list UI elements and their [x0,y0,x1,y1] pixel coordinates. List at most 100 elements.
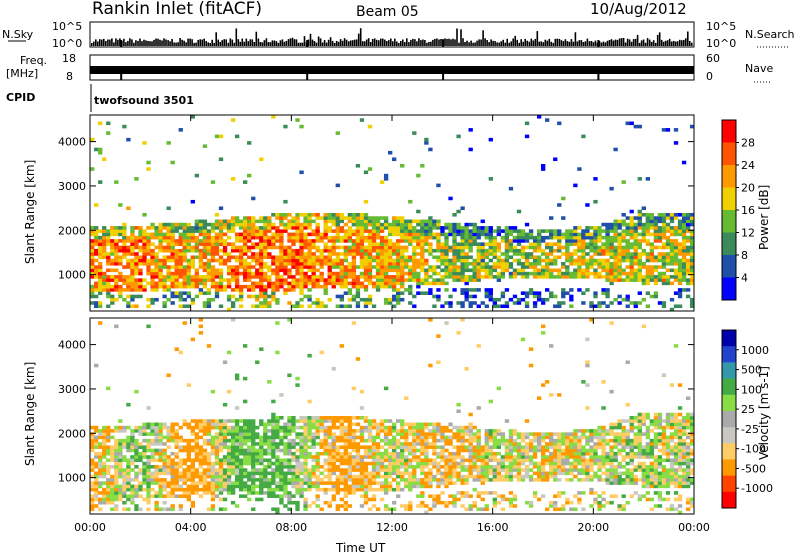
power-cell [436,242,441,246]
power-cell [468,301,473,305]
velocity-cell [404,435,409,440]
power-cell [613,219,618,224]
power-cell [605,222,610,227]
power-cell [456,271,461,276]
velocity-cell [404,484,409,489]
velocity-cell [283,429,288,433]
velocity-cell [106,445,111,449]
velocity-cell [98,321,103,325]
velocity-cell [327,432,332,436]
velocity-cell [146,448,151,453]
velocity-cell [218,497,224,502]
velocity-cell [130,461,135,466]
power-cell [186,262,191,266]
power-cell [408,226,413,230]
power-cell [565,265,570,269]
power-cell [557,275,562,279]
power-cell [186,248,191,253]
power-cell [315,304,320,309]
velocity-cell [118,474,123,479]
velocity-cell [218,461,224,466]
power-cell [355,288,361,292]
power-cell [291,235,296,240]
power-cell [178,255,183,260]
power-cell [311,229,316,233]
velocity-cell [267,448,272,453]
power-cell [605,242,610,246]
velocity-cell [319,465,324,469]
velocity-cell [218,448,224,453]
power-cell [536,294,542,299]
power-cell [645,271,651,276]
velocity-cell [311,445,316,449]
power-cell [472,301,477,305]
velocity-cell [283,425,288,430]
power-cell [408,232,413,237]
velocity-cell [424,465,429,469]
velocity-cell [319,481,324,485]
velocity-cell [182,438,187,443]
power-cell [653,268,659,273]
power-cell [428,252,433,256]
velocity-cell [166,425,171,430]
power-cell [452,262,457,266]
power-cell [444,301,449,305]
power-cell [396,252,401,256]
power-cell [218,242,224,246]
power-cell [287,258,292,263]
power-cell [259,255,264,260]
velocity-cell [174,478,179,482]
velocity-cell [263,471,268,476]
power-cell [283,288,288,292]
velocity-cell [255,458,260,463]
power-cell [621,235,626,240]
velocity-cell [182,474,187,479]
nsky-bar [111,38,113,46]
velocity-cell [355,455,361,459]
power-cell [545,271,550,276]
power-cell [448,271,453,276]
power-cell [202,304,208,309]
velocity-cell [404,422,409,427]
power-cell [392,268,397,273]
velocity-cell [162,458,167,463]
velocity-cell [206,491,212,495]
power-cell [114,226,119,230]
power-cell [118,226,123,230]
power-cell [363,297,369,302]
power-cell [303,281,308,286]
power-cell [323,219,328,224]
power-cell [379,255,385,260]
velocity-cell [186,383,191,387]
power-cell [404,265,409,269]
velocity-cell [170,494,175,498]
power-cell [452,229,457,233]
velocity-cell [311,422,316,427]
velocity-cell [94,487,99,492]
velocity-cell [90,442,95,446]
power-cell [661,235,667,240]
power-cell [500,265,506,269]
power-cell [146,281,151,286]
power-cell [186,222,191,227]
power-cell [420,239,425,243]
nsky-bar [317,36,320,46]
power-cell [90,301,95,305]
power-cell [617,301,622,305]
power-cell [484,268,489,273]
power-cell [303,222,308,227]
velocity-cell [412,451,417,456]
power-cell [130,229,135,233]
power-cell [460,301,465,305]
power-cell [665,268,671,273]
power-cell [98,291,103,295]
velocity-cell [210,451,216,456]
power-cell [234,278,240,282]
power-cell [673,275,679,279]
velocity-cell [122,491,127,495]
velocity-cell [102,491,107,495]
velocity-cell [303,500,308,505]
nsky-bar [580,40,583,46]
power-cell [359,262,365,266]
power-cell [263,229,268,233]
